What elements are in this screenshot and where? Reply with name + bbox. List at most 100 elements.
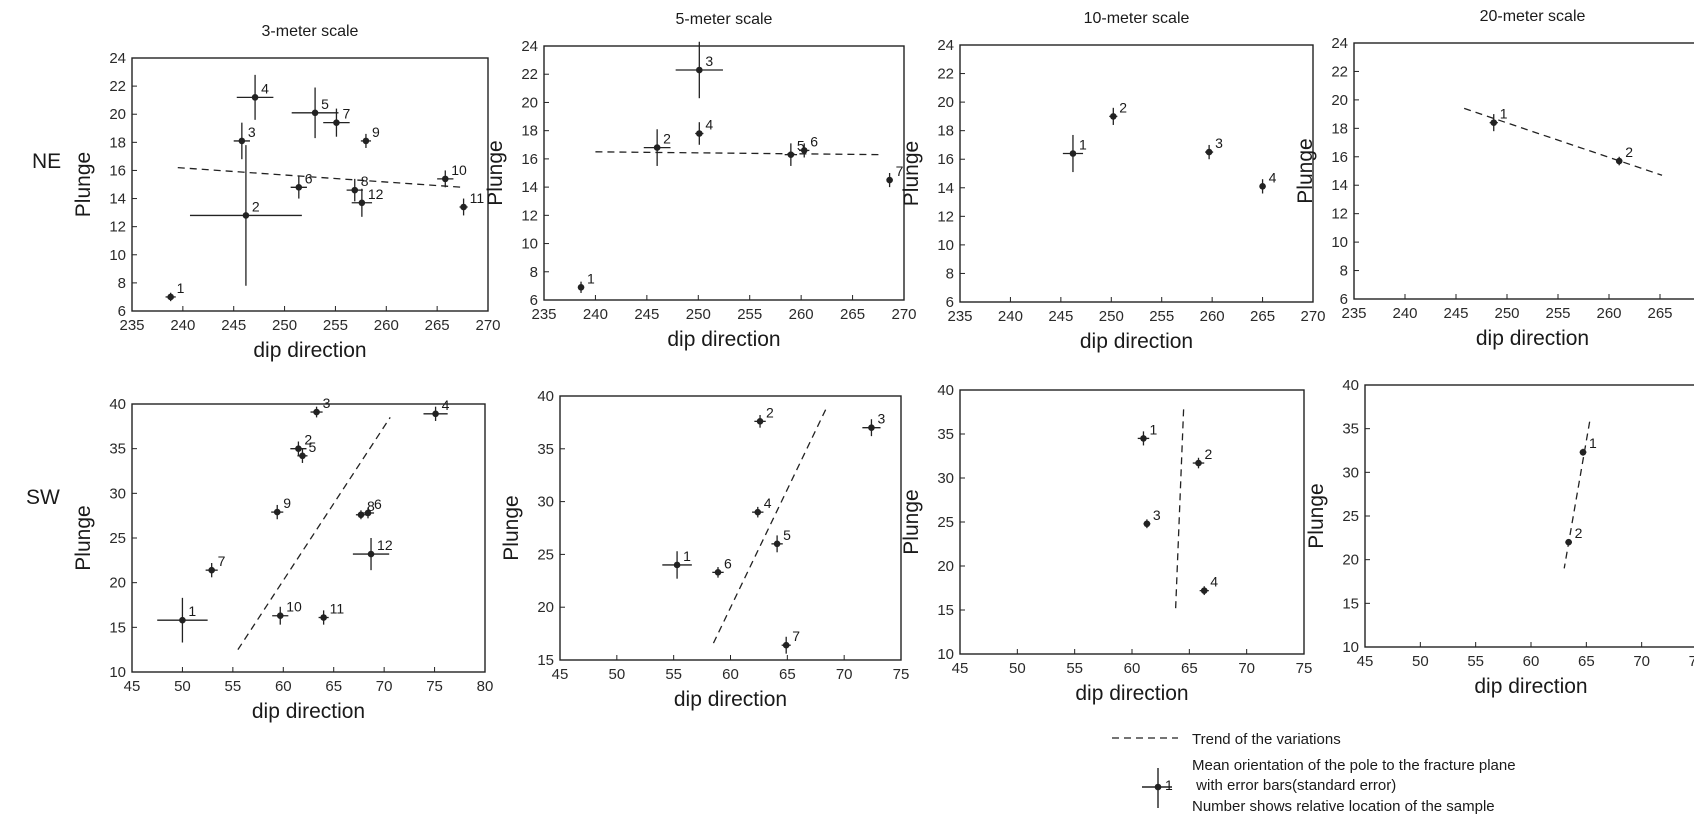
- data-point: [242, 212, 250, 219]
- point-label: 3: [705, 53, 713, 69]
- data-point: [696, 66, 703, 74]
- y-tick-label: 12: [109, 219, 126, 236]
- x-tick-label: 245: [1443, 305, 1468, 322]
- point-label: 12: [377, 537, 393, 553]
- y-tick-label: 10: [937, 646, 954, 663]
- trend-line: [712, 406, 828, 644]
- data-point: [311, 109, 319, 117]
- y-tick-label: 30: [1342, 464, 1359, 481]
- y-tick-label: 30: [537, 494, 554, 511]
- x-tick-label: 260: [1200, 308, 1225, 325]
- y-axis-label: Plunge: [72, 505, 95, 570]
- trend-line: [1174, 409, 1185, 611]
- x-tick-label: 70: [836, 666, 853, 683]
- chart-title: 10-meter scale: [1084, 10, 1190, 27]
- data-point: [673, 561, 681, 569]
- x-axis-label: dip direction: [1080, 330, 1193, 353]
- point-label: 3: [248, 124, 256, 140]
- y-tick-label: 10: [1331, 234, 1348, 251]
- x-tick-label: 45: [124, 678, 141, 695]
- y-tick-label: 25: [537, 546, 554, 563]
- plot-frame: [1364, 384, 1694, 648]
- x-tick-label: 235: [1341, 305, 1366, 322]
- x-tick-label: 240: [1392, 305, 1417, 322]
- point-label: 1: [1589, 435, 1597, 451]
- data-point: [362, 137, 370, 145]
- data-point: [653, 144, 661, 151]
- y-tick-label: 40: [937, 382, 954, 399]
- chart-panel-1: 235 240 245 250 255 260 265 2706810121416182022…: [72, 23, 501, 362]
- chart-panels: 235 240 245 250 255 260 265 2706810121416182022…: [72, 8, 1694, 723]
- point-label: 4: [764, 495, 772, 511]
- y-tick-label: 24: [1331, 35, 1348, 52]
- trend-line: [1563, 421, 1591, 569]
- legend-trend-label: Trend of the variations: [1192, 731, 1341, 748]
- row-label-ne: NE: [32, 150, 61, 173]
- x-tick-label: 265: [1647, 305, 1672, 322]
- point-label: 10: [286, 599, 302, 615]
- point-label: 2: [766, 404, 774, 420]
- y-tick-label: 15: [537, 652, 554, 669]
- data-point: [251, 94, 259, 101]
- y-tick-label: 10: [1342, 639, 1359, 656]
- y-tick-label: 15: [937, 602, 954, 619]
- y-tick-label: 18: [521, 123, 538, 140]
- x-tick-label: 65: [1181, 660, 1198, 677]
- x-tick-label: 270: [1300, 308, 1325, 325]
- y-tick-label: 20: [537, 599, 554, 616]
- x-tick-label: 75: [893, 666, 910, 683]
- y-tick-label: 22: [1331, 63, 1348, 80]
- data-point: [358, 199, 366, 207]
- point-label: 11: [330, 601, 345, 617]
- point-label: 2: [1205, 446, 1213, 462]
- data-point: [787, 151, 795, 158]
- x-tick-label: 245: [634, 306, 659, 323]
- point-label: 5: [321, 96, 329, 112]
- point-label: 2: [252, 198, 260, 214]
- point-label: 2: [1625, 144, 1633, 160]
- trend-line: [595, 151, 884, 156]
- chart-title: 3-meter scale: [262, 23, 359, 40]
- plot-frame: [959, 44, 1314, 303]
- data-point: [1205, 148, 1213, 156]
- point-label: 11: [470, 190, 485, 206]
- y-tick-label: 8: [1340, 263, 1348, 280]
- y-tick-label: 12: [521, 207, 538, 224]
- point-label: 6: [810, 133, 818, 149]
- y-tick-label: 6: [1340, 291, 1348, 308]
- y-tick-label: 40: [109, 396, 126, 413]
- x-tick-label: 45: [952, 660, 969, 677]
- trend-line: [177, 166, 463, 188]
- y-tick-label: 10: [937, 237, 954, 254]
- point-label: 8: [367, 498, 375, 514]
- y-axis-label: Plunge: [484, 140, 507, 205]
- point-label: 1: [1149, 421, 1157, 437]
- x-tick-label: 50: [608, 666, 625, 683]
- y-axis-label: Plunge: [900, 141, 923, 206]
- legend-marker-line-3: Number shows relative location of the sa…: [1192, 798, 1495, 815]
- point-label: 2: [1575, 525, 1583, 541]
- chart-panel-4: 2352402452502552602652706810121416182022…: [1294, 8, 1694, 350]
- point-label: 1: [683, 548, 691, 564]
- point-label: 4: [261, 80, 269, 96]
- y-tick-label: 30: [109, 485, 126, 502]
- x-tick-label: 70: [376, 678, 393, 695]
- x-tick-label: 245: [221, 317, 246, 334]
- data-point: [800, 147, 808, 154]
- row-label-sw: SW: [26, 486, 60, 509]
- data-point: [1069, 150, 1077, 157]
- x-tick-label: 265: [840, 306, 865, 323]
- plot-frame: [543, 45, 905, 301]
- data-point: [1195, 459, 1202, 467]
- x-tick-label: 45: [1357, 653, 1374, 670]
- data-point: [1140, 435, 1147, 442]
- data-point: [333, 119, 340, 126]
- data-point: [320, 614, 327, 621]
- x-tick-label: 75: [1689, 653, 1694, 670]
- data-point: [441, 175, 449, 183]
- y-tick-label: 16: [937, 151, 954, 168]
- chart-panel-8: 45 50 55 60 65 70 75 10 15 20 25 30 35 40 dip directio…: [1305, 377, 1694, 698]
